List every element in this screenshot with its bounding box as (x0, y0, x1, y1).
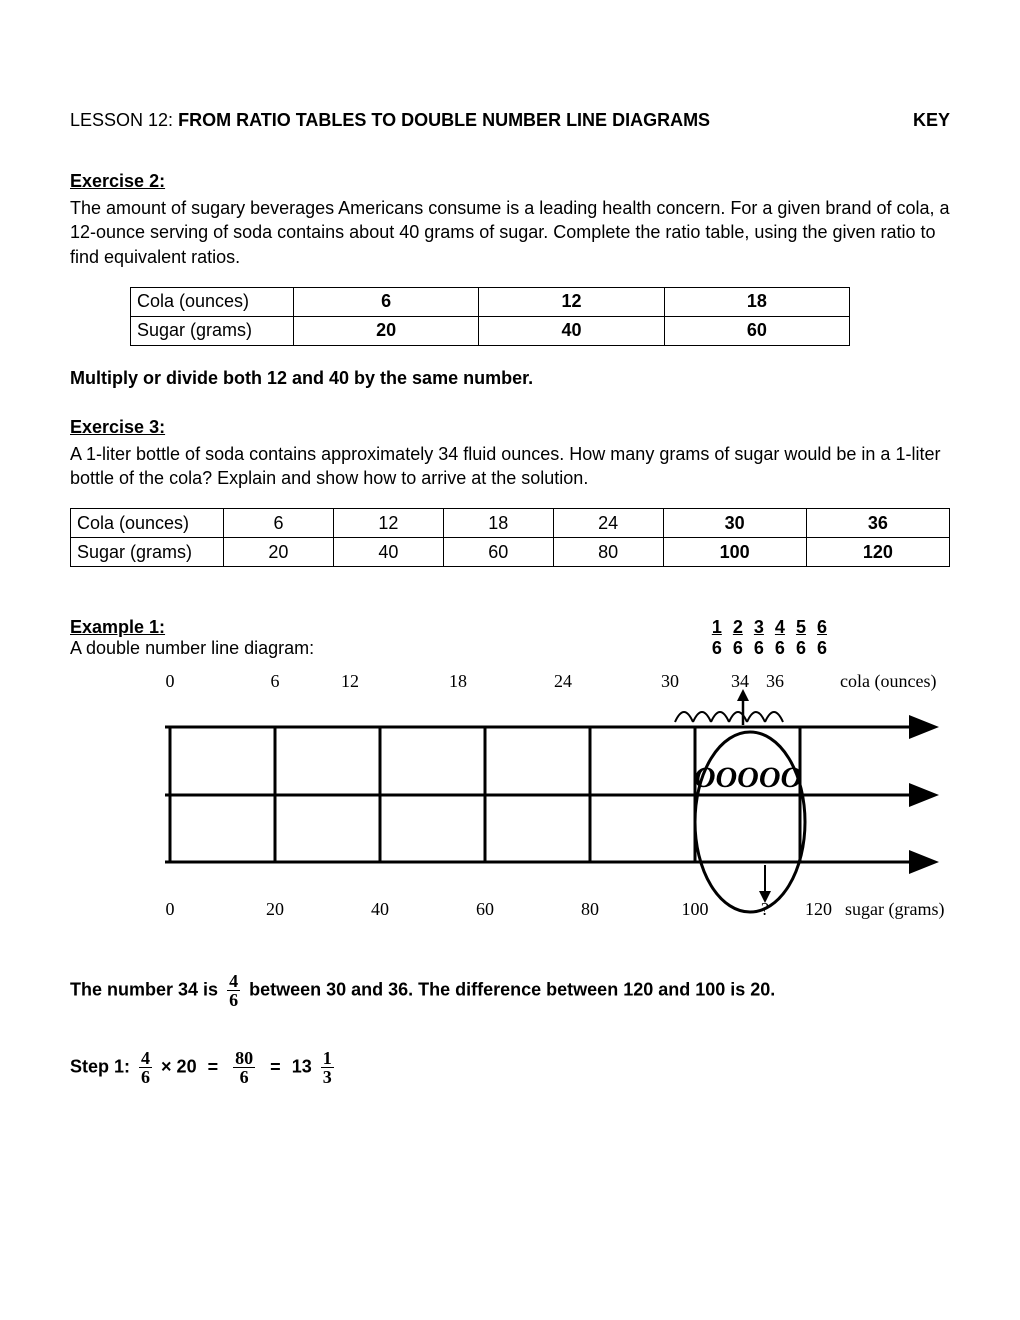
frac-d: 3 (321, 1068, 334, 1086)
cell: 30 (663, 509, 806, 538)
fraction-icon: 80 6 (233, 1049, 255, 1086)
cell: 60 (443, 538, 553, 567)
fraction-icon: 4 6 (139, 1049, 152, 1086)
frac-den: 6 (751, 638, 767, 658)
cell: 12 (479, 287, 664, 316)
top-label: 36 (766, 671, 784, 691)
concl-part2: between 30 and 36. The difference betwee… (249, 980, 775, 1000)
bottom-label: 60 (476, 899, 494, 919)
example1-row: Example 1: A double number line diagram:… (70, 617, 950, 659)
frac-n: 1 (321, 1049, 334, 1068)
page: LESSON 12: FROM RATIO TABLES TO DOUBLE N… (0, 0, 1020, 1320)
concl-part1: The number 34 is (70, 980, 218, 1000)
cell: 6 (224, 509, 334, 538)
double-number-line-diagram: 0 6 12 18 24 30 34 36 cola (ounces) (70, 667, 950, 942)
top-label: 6 (271, 671, 280, 691)
fraction-icon: 1 3 (321, 1049, 334, 1086)
key-label: KEY (913, 110, 950, 131)
cell: 6 (294, 287, 479, 316)
cell: 20 (224, 538, 334, 567)
frac-d: 6 (139, 1068, 152, 1086)
lesson-prefix: LESSON 12: (70, 110, 173, 130)
frac-d: 6 (227, 991, 240, 1009)
example1-title: Example 1: (70, 617, 165, 637)
table-row: Cola (ounces) 6 12 18 24 30 36 (71, 509, 950, 538)
lesson-title: FROM RATIO TABLES TO DOUBLE NUMBER LINE … (178, 110, 710, 130)
exercise3-title: Exercise 3: (70, 417, 950, 438)
step1-label: Step 1: (70, 1057, 130, 1077)
row-label: Cola (ounces) (71, 509, 224, 538)
conclusion-line: The number 34 is 4 6 between 30 and 36. … (70, 972, 950, 1009)
frac-num: 3 (751, 617, 767, 637)
frac-num: 6 (814, 617, 830, 637)
frac-den: 6 (730, 638, 746, 658)
fraction-denominators: 6 6 6 6 6 6 (709, 638, 830, 659)
top-label: 30 (661, 671, 679, 691)
table-row: Sugar (grams) 20 40 60 (131, 316, 850, 345)
lesson-header: LESSON 12: FROM RATIO TABLES TO DOUBLE N… (70, 110, 950, 131)
cell: 60 (664, 316, 849, 345)
frac-n: 80 (233, 1049, 255, 1068)
exercise3-text: A 1-liter bottle of soda contains approx… (70, 442, 950, 491)
exercise2-text: The amount of sugary beverages Americans… (70, 196, 950, 269)
frac-den: 6 (772, 638, 788, 658)
fraction-icon: 4 6 (227, 972, 240, 1009)
top-label: 0 (166, 671, 175, 691)
bottom-label: 40 (371, 899, 389, 919)
step1-line: Step 1: 4 6 × 20 = 80 6 = 13 1 3 (70, 1049, 950, 1086)
cell: 40 (479, 316, 664, 345)
frac-num: 4 (772, 617, 788, 637)
exercise3-table: Cola (ounces) 6 12 18 24 30 36 Sugar (gr… (70, 508, 950, 567)
bottom-label: 0 (166, 899, 175, 919)
example1-left: Example 1: A double number line diagram: (70, 617, 314, 659)
exercise2-table: Cola (ounces) 6 12 18 Sugar (grams) 20 4… (130, 287, 850, 346)
cell: 24 (553, 509, 663, 538)
equals: = (208, 1057, 219, 1077)
table-row: Sugar (grams) 20 40 60 80 100 120 (71, 538, 950, 567)
lesson-title-line: LESSON 12: FROM RATIO TABLES TO DOUBLE N… (70, 110, 710, 131)
top-label: 34 (731, 671, 749, 691)
bottom-label: 80 (581, 899, 599, 919)
cell: 120 (806, 538, 949, 567)
cell: 18 (664, 287, 849, 316)
frac-d: 6 (233, 1068, 255, 1086)
frac-num: 2 (730, 617, 746, 637)
bottom-unit: sugar (grams) (845, 899, 944, 920)
frac-den: 6 (709, 638, 725, 658)
cell: 80 (553, 538, 663, 567)
cell: 36 (806, 509, 949, 538)
bottom-label: 100 (682, 899, 709, 919)
frac-den: 6 (814, 638, 830, 658)
times: × 20 (161, 1057, 197, 1077)
cell: 100 (663, 538, 806, 567)
cell: 18 (443, 509, 553, 538)
exercise2-title: Exercise 2: (70, 171, 950, 192)
frac-num: 5 (793, 617, 809, 637)
frac-n: 4 (139, 1049, 152, 1068)
top-label: 12 (341, 671, 359, 691)
diagram-svg: 0 6 12 18 24 30 34 36 cola (ounces) (70, 667, 950, 937)
cell: 40 (333, 538, 443, 567)
whole-number: 13 (292, 1057, 312, 1077)
frac-num: 1 (709, 617, 725, 637)
cell: 12 (333, 509, 443, 538)
frac-n: 4 (227, 972, 240, 991)
bottom-label: 20 (266, 899, 284, 919)
top-label: 18 (449, 671, 467, 691)
ooooo-text: OOOOO (694, 761, 802, 794)
row-label: Cola (ounces) (131, 287, 294, 316)
row-label: Sugar (grams) (131, 316, 294, 345)
fraction-header: 1 2 3 4 5 6 6 6 6 6 6 6 (709, 617, 830, 659)
top-label: 24 (554, 671, 572, 691)
instruction-text: Multiply or divide both 12 and 40 by the… (70, 368, 950, 389)
table-row: Cola (ounces) 6 12 18 (131, 287, 850, 316)
frac-den: 6 (793, 638, 809, 658)
example1-text: A double number line diagram: (70, 638, 314, 658)
equals: = (270, 1057, 281, 1077)
row-label: Sugar (grams) (71, 538, 224, 567)
top-unit: cola (ounces) (840, 671, 936, 692)
cell: 20 (294, 316, 479, 345)
fraction-numerators: 1 2 3 4 5 6 (709, 617, 830, 638)
bottom-label: 120 (805, 899, 832, 919)
